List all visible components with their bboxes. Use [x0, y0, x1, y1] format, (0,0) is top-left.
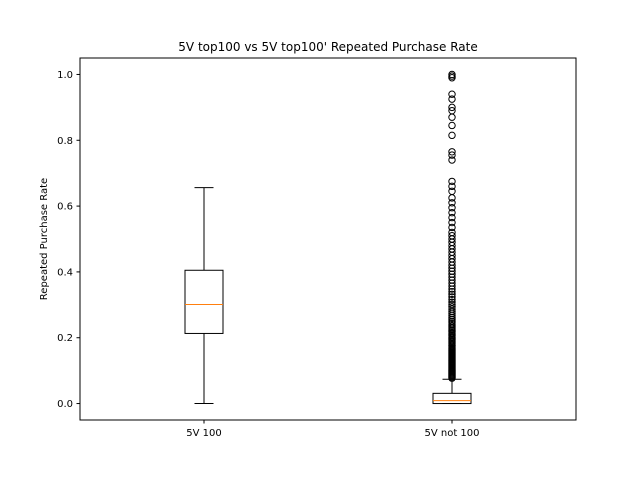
outlier-point [448, 228, 456, 237]
outlier-point [448, 121, 456, 130]
outlier-point [448, 303, 456, 311]
iqr-box [184, 269, 224, 334]
outlier-point [448, 204, 456, 212]
y-tick-label: 0.4 [57, 267, 73, 278]
outlier-point [448, 287, 456, 296]
outlier-point [448, 156, 456, 164]
outlier-point [448, 103, 456, 112]
outlier-point [448, 199, 456, 207]
chart-title: 5V top100 vs 5V top100' Repeated Purchas… [178, 40, 477, 54]
outlier-point [448, 213, 456, 222]
outlier-point [448, 223, 456, 232]
outlier-point [448, 151, 456, 159]
outlier-point [448, 182, 456, 191]
axes-frame [79, 57, 577, 421]
outlier-point [448, 187, 456, 195]
outlier-point [448, 177, 456, 186]
x-tick-label: 5V 100 [186, 428, 221, 439]
outlier-point [448, 208, 456, 217]
outlier-point [448, 95, 456, 103]
outlier-point [448, 305, 456, 313]
y-tick-label: 0.2 [57, 333, 73, 344]
outlier-point [448, 148, 456, 156]
outlier-point [448, 106, 456, 115]
outlier-point [448, 307, 456, 316]
outlier-point [448, 290, 456, 298]
y-tick-label: 0.8 [57, 136, 73, 147]
outlier-point [448, 300, 456, 309]
outlier-point [448, 218, 456, 227]
iqr-box [432, 392, 472, 405]
outlier-point [448, 293, 456, 301]
y-tick-label: 0.0 [57, 399, 73, 410]
outlier-point [448, 298, 456, 306]
outlier-point [448, 90, 456, 98]
outlier-point [448, 70, 456, 79]
outlier-point [448, 232, 456, 240]
y-axis-label: Repeated Purchase Rate [39, 178, 50, 300]
y-tick-label: 0.6 [57, 202, 73, 213]
y-tick-label: 1.0 [57, 70, 73, 81]
plot-area: 0.0 0.2 0.4 0.6 0.8 1.0 5V 100 5V not 100 [57, 70, 479, 439]
x-tick-label: 5V not 100 [424, 428, 479, 439]
outlier-point [448, 295, 456, 304]
outlier-point [448, 131, 456, 140]
